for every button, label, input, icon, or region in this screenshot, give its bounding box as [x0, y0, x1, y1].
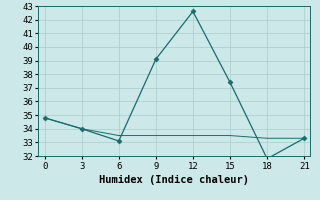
X-axis label: Humidex (Indice chaleur): Humidex (Indice chaleur)	[100, 175, 249, 185]
